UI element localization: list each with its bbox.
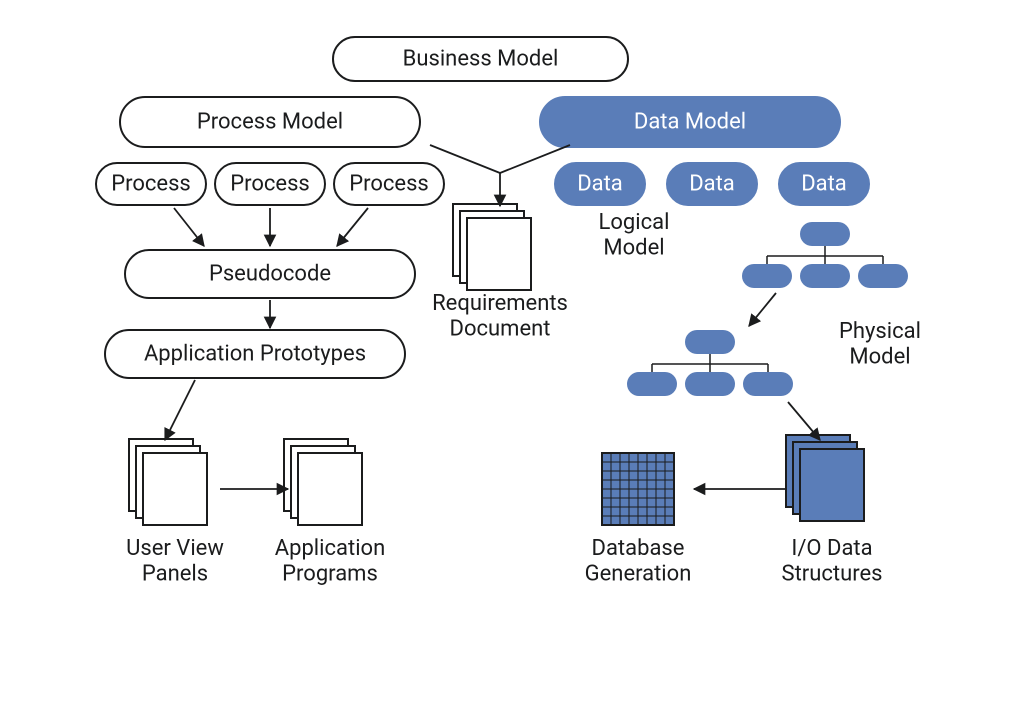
pill-prototypes: Application Prototypes — [105, 330, 405, 378]
pill-process2: Process — [215, 163, 325, 205]
pill-data3: Data — [779, 163, 869, 205]
svg-text:Data: Data — [801, 172, 847, 197]
arrow-process3-to-pseudocode — [337, 208, 368, 246]
tree-logical — [742, 222, 908, 288]
label-appprog: ApplicationPrograms — [275, 536, 385, 586]
pill-business: Business Model — [333, 37, 628, 81]
pill-process_model: Process Model — [120, 97, 420, 147]
docstack-user — [129, 439, 207, 525]
pill-data1: Data — [555, 163, 645, 205]
docstack-req — [453, 204, 531, 290]
arrow-converge-requirements — [430, 145, 570, 206]
pill-process3: Process — [334, 163, 444, 205]
label-physical: PhysicalModel — [839, 319, 921, 369]
docstack-app — [284, 439, 362, 525]
pill-data2: Data — [667, 163, 757, 205]
diagram-canvas: Business Model Process Model Data Model Pro… — [0, 0, 1020, 703]
label-logical: LogicalModel — [599, 210, 670, 260]
svg-text:Application Prototypes: Application Prototypes — [144, 342, 366, 367]
svg-text:Data Model: Data Model — [634, 110, 746, 135]
label-iodata: I/O DataStructures — [782, 536, 883, 586]
arrow-logical-to-physical — [749, 293, 776, 326]
docstack-io — [786, 435, 864, 521]
svg-text:Data: Data — [689, 172, 735, 197]
pill-pseudocode: Pseudocode — [125, 250, 415, 298]
svg-text:Business Model: Business Model — [403, 47, 559, 72]
label-requirements: RequirementsDocument — [432, 291, 568, 341]
arrow-process1-to-pseudocode — [174, 208, 204, 246]
grid-icon — [602, 453, 674, 525]
tree-physical — [627, 330, 793, 396]
svg-text:Data: Data — [577, 172, 623, 197]
arrow-prototypes-to-userview — [165, 380, 195, 440]
svg-text:Process: Process — [230, 172, 310, 197]
svg-text:Process Model: Process Model — [197, 110, 343, 135]
pill-process1: Process — [96, 163, 206, 205]
svg-text:Pseudocode: Pseudocode — [209, 262, 331, 287]
svg-text:Process: Process — [111, 172, 191, 197]
label-dbgen: DatabaseGeneration — [585, 536, 692, 586]
svg-text:Process: Process — [349, 172, 429, 197]
pill-data_model: Data Model — [540, 97, 840, 147]
label-userview: User ViewPanels — [126, 536, 224, 586]
